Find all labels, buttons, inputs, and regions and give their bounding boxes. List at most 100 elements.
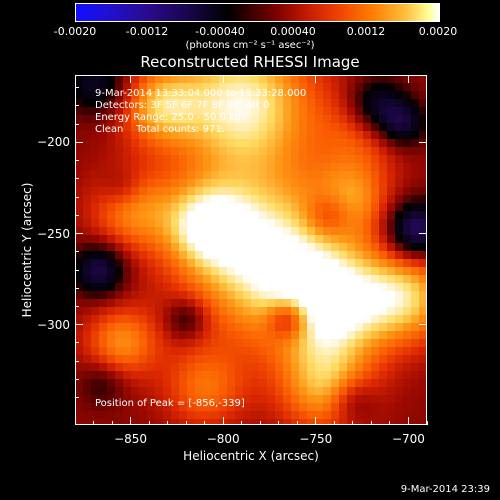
heatmap-cell xyxy=(227,83,236,92)
heatmap-cell xyxy=(243,331,252,340)
heatmap-cell xyxy=(339,363,348,372)
heatmap-cell xyxy=(235,275,244,284)
heatmap-cell xyxy=(227,227,236,236)
heatmap-cell xyxy=(307,371,316,380)
heatmap-cell xyxy=(195,371,204,380)
heatmap-cell xyxy=(131,395,140,404)
y-tick-mark xyxy=(419,324,427,326)
heatmap-cell xyxy=(291,195,300,204)
heatmap-cell xyxy=(315,331,324,340)
y-tick-mark xyxy=(75,233,83,235)
heatmap-cell xyxy=(363,379,372,388)
heatmap-cell xyxy=(227,275,236,284)
heatmap-cell xyxy=(99,299,108,308)
heatmap-cell xyxy=(267,347,276,356)
heatmap-cell xyxy=(275,403,284,412)
heatmap-cell xyxy=(259,355,268,364)
heatmap-cell xyxy=(403,155,412,164)
heatmap-cell xyxy=(339,107,348,116)
heatmap-cell xyxy=(99,115,108,124)
heatmap-cell xyxy=(147,123,156,132)
heatmap-cell xyxy=(91,171,100,180)
heatmap-cell xyxy=(179,283,188,292)
heatmap-cell xyxy=(83,299,92,308)
heatmap-cell xyxy=(99,259,108,268)
heatmap-cell xyxy=(243,163,252,172)
x-tick-label: −800 xyxy=(206,432,240,446)
heatmap-cell xyxy=(107,355,116,364)
heatmap-cell xyxy=(259,307,268,316)
heatmap-cell xyxy=(99,203,108,212)
heatmap-cell xyxy=(219,363,228,372)
heatmap-cell xyxy=(331,243,340,252)
heatmap-cell xyxy=(363,315,372,324)
heatmap-cell xyxy=(91,99,100,108)
heatmap-cell xyxy=(107,387,116,396)
heatmap-cell xyxy=(115,347,124,356)
x-tick-mark xyxy=(407,75,409,83)
heatmap-cell xyxy=(187,323,196,332)
heatmap-cell xyxy=(91,195,100,204)
heatmap-cell xyxy=(291,131,300,140)
heatmap-cell xyxy=(275,147,284,156)
heatmap-cell xyxy=(387,267,396,276)
heatmap-cell xyxy=(387,291,396,300)
heatmap-cell xyxy=(91,147,100,156)
heatmap-cell xyxy=(267,211,276,220)
heatmap-cell xyxy=(163,139,172,148)
heatmap-cell xyxy=(211,235,220,244)
heatmap-cell xyxy=(331,395,340,404)
heatmap-cell xyxy=(155,331,164,340)
heatmap-cell xyxy=(171,315,180,324)
heatmap-cell xyxy=(403,219,412,228)
heatmap-cell xyxy=(355,107,364,116)
heatmap-cell xyxy=(347,331,356,340)
heatmap-cell xyxy=(331,179,340,188)
x-tick-label: −700 xyxy=(391,432,425,446)
colorbar-tick: 0.00040 xyxy=(270,25,316,38)
heatmap-cell xyxy=(131,331,140,340)
heatmap-cell xyxy=(203,331,212,340)
heatmap-cell xyxy=(171,419,180,425)
heatmap-cell xyxy=(411,99,420,108)
heatmap-cell xyxy=(75,171,84,180)
heatmap-cell xyxy=(283,411,292,420)
heatmap-cell xyxy=(211,187,220,196)
heatmap-cell xyxy=(275,203,284,212)
heatmap-cell xyxy=(283,115,292,124)
heatmap-cell xyxy=(283,123,292,132)
heatmap-cell xyxy=(187,147,196,156)
heatmap-cell xyxy=(363,347,372,356)
heatmap-cell xyxy=(283,99,292,108)
heatmap-cell xyxy=(275,243,284,252)
heatmap-cell xyxy=(171,339,180,348)
heatmap-cell xyxy=(179,387,188,396)
heatmap-cell xyxy=(203,379,212,388)
x-tick-mark xyxy=(222,417,224,425)
heatmap-cell xyxy=(115,307,124,316)
heatmap-cell xyxy=(107,131,116,140)
heatmap-cell xyxy=(371,219,380,228)
y-minor-tick xyxy=(75,360,79,362)
heatmap-cell xyxy=(227,211,236,220)
heatmap-cell xyxy=(235,75,244,84)
heatmap-cell xyxy=(387,179,396,188)
heatmap-cell xyxy=(403,203,412,212)
heatmap-cell xyxy=(299,171,308,180)
heatmap-cell xyxy=(379,123,388,132)
heatmap-cell xyxy=(219,187,228,196)
heatmap-cell xyxy=(275,387,284,396)
heatmap-cell xyxy=(163,363,172,372)
heatmap-cell xyxy=(387,187,396,196)
heatmap-cell xyxy=(131,355,140,364)
heatmap-cell xyxy=(387,83,396,92)
heatmap-cell xyxy=(91,371,100,380)
heatmap-cell xyxy=(363,139,372,148)
heatmap-cell xyxy=(75,283,84,292)
heatmap-cell xyxy=(363,211,372,220)
heatmap-cell xyxy=(179,315,188,324)
heatmap-cell xyxy=(155,235,164,244)
heatmap-cell xyxy=(115,379,124,388)
heatmap-cell xyxy=(403,187,412,196)
heatmap-cell xyxy=(75,299,84,308)
